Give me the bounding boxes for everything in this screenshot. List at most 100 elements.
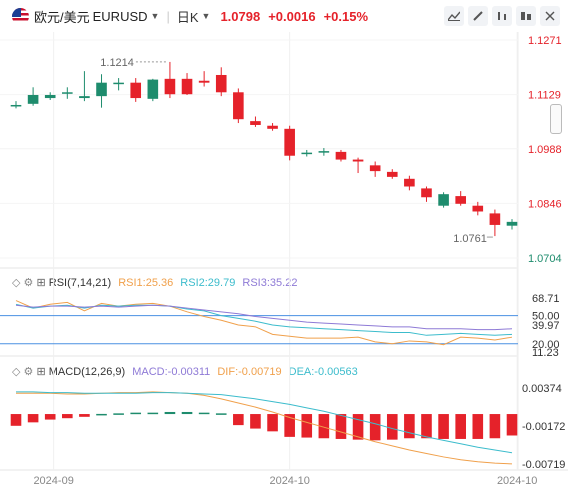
candle-body xyxy=(198,80,210,83)
candle-body xyxy=(404,178,415,187)
candle-body xyxy=(181,78,193,95)
macd-bar xyxy=(96,413,107,416)
chevron-down-icon[interactable]: ▼ xyxy=(150,11,160,21)
macd-bar xyxy=(147,412,159,415)
candle-body xyxy=(318,151,330,153)
candle-body xyxy=(79,96,90,99)
pair-name[interactable]: 欧元/美元 xyxy=(34,9,90,25)
candle-body xyxy=(301,152,313,155)
rsi-line-3 xyxy=(15,304,513,331)
macd-visibility-icon[interactable]: ◇ xyxy=(12,366,21,378)
macd-bar xyxy=(27,414,39,423)
price-tick-label: 1.0988 xyxy=(528,144,562,156)
candle-body xyxy=(284,128,295,156)
us-flag-icon xyxy=(12,7,29,25)
macd-line-dea xyxy=(16,391,513,454)
visibility-icon[interactable]: ◇ xyxy=(12,277,21,289)
candle-body xyxy=(215,74,227,93)
macd-bar xyxy=(335,414,347,439)
candle-body xyxy=(369,165,381,172)
macd-bar xyxy=(506,414,518,436)
candle-body xyxy=(96,82,107,97)
x-tick-label: 2024-10 xyxy=(497,475,537,487)
fullscreen-icon[interactable] xyxy=(540,6,560,26)
timeframe-select[interactable]: 日K xyxy=(176,9,199,25)
rsi3-value: RSI3:35.22 xyxy=(242,277,298,289)
macd-label: MACD(12,26,9) xyxy=(48,366,126,378)
add-icon[interactable]: ⊞ xyxy=(36,277,46,289)
candle-body xyxy=(113,82,124,85)
macd-bar xyxy=(386,414,398,440)
price-change-pct: +0.15% xyxy=(323,8,369,24)
compare-icon[interactable] xyxy=(516,6,536,26)
candle-body xyxy=(506,221,518,226)
macd-bar xyxy=(181,411,193,415)
macd-bar xyxy=(352,414,364,440)
rsi-tick-label: 20.00 xyxy=(532,339,560,351)
candle-body xyxy=(489,213,501,225)
line-chart-icon[interactable] xyxy=(444,6,464,26)
low-price-label: 1.0761 xyxy=(453,233,487,245)
x-tick-label: 2024-09 xyxy=(33,475,73,487)
macd-bar xyxy=(421,414,432,439)
rsi1-value: RSI1:25.36 xyxy=(118,277,174,289)
macd-bar xyxy=(301,414,313,438)
timeframe-chevron-icon[interactable]: ▼ xyxy=(201,11,211,21)
macd-bar xyxy=(250,414,261,429)
candle-body xyxy=(438,194,449,206)
candle-body xyxy=(62,92,73,94)
macd-bar xyxy=(318,414,330,439)
candle-body xyxy=(421,188,432,198)
settings-icon[interactable]: ⚙ xyxy=(23,277,34,289)
candle-body xyxy=(27,94,39,104)
macd-add-icon[interactable]: ⊞ xyxy=(36,366,46,378)
last-price: 1.0798 xyxy=(220,8,261,24)
macd-bar xyxy=(455,414,466,439)
candle-body xyxy=(352,159,364,162)
candle-body xyxy=(10,104,22,107)
chart-toolbar xyxy=(444,6,560,26)
macd-bar xyxy=(489,414,501,439)
macd-line-dif xyxy=(16,391,513,465)
candle-body xyxy=(472,205,484,212)
macd-bar xyxy=(233,414,244,426)
macd-bar xyxy=(472,414,484,439)
candle-body xyxy=(147,79,159,99)
rsi-label: RSI(7,14,21) xyxy=(48,277,112,289)
macd-settings-icon[interactable]: ⚙ xyxy=(23,366,34,378)
candle-body xyxy=(130,82,142,99)
dea-value: DEA:-0.00563 xyxy=(288,366,358,378)
divider: | xyxy=(166,8,170,24)
pencil-icon[interactable] xyxy=(468,6,488,26)
side-panel-toggle[interactable] xyxy=(550,104,562,134)
candle-body xyxy=(455,196,466,204)
candle-body xyxy=(233,92,244,120)
candle-body xyxy=(386,171,398,177)
candle-body xyxy=(267,125,278,129)
rsi-line-1 xyxy=(15,300,513,346)
price-tick-label: 1.0846 xyxy=(528,198,562,210)
candle-body xyxy=(164,78,176,95)
high-price-label: 1.1214 xyxy=(100,57,134,69)
rsi2-value: RSI2:29.79 xyxy=(180,277,236,289)
macd-bar xyxy=(284,414,295,437)
symbol-header: 欧元/美元 EURUSD ▼ | 日K ▼ 1.0798 +0.0016 +0.… xyxy=(0,0,568,32)
macd-bar xyxy=(62,414,73,419)
price-change: +0.0016 xyxy=(268,8,316,24)
macd-tick-label: -0.00172 xyxy=(522,421,565,433)
macd-bar xyxy=(215,413,227,415)
macd-bar xyxy=(79,414,90,417)
macd-value: MACD:-0.00311 xyxy=(132,366,211,378)
price-tick-label: 1.1271 xyxy=(528,35,562,47)
dif-value: DIF:-0.00719 xyxy=(217,366,282,378)
macd-bar xyxy=(369,414,381,441)
symbol-code[interactable]: EURUSD xyxy=(92,8,148,24)
indicator-icon[interactable] xyxy=(492,6,512,26)
macd-tick-label: -0.00719 xyxy=(522,459,565,471)
candle-body xyxy=(335,151,347,160)
macd-bar xyxy=(267,414,278,432)
candle-body xyxy=(250,121,261,125)
macd-bar xyxy=(113,413,124,415)
macd-legend: ◇ ⚙ ⊞ MACD(12,26,9) MACD:-0.00311 DIF:-0… xyxy=(12,365,358,378)
